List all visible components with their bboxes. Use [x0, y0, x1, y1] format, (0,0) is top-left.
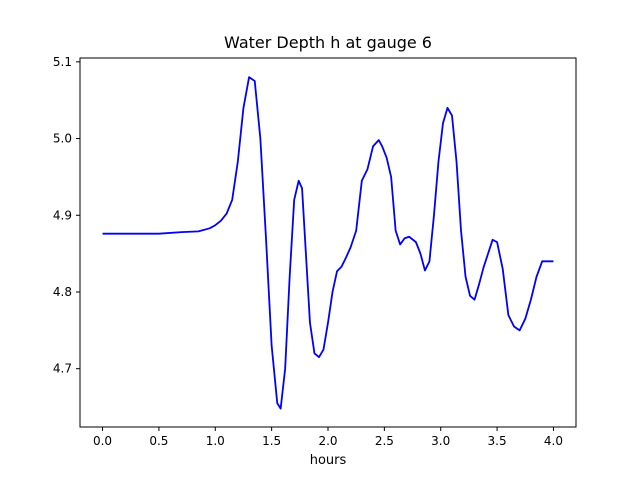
x-tick-label: 2.0 [318, 434, 337, 448]
plot-frame [79, 57, 577, 428]
x-axis-label: hours [309, 453, 347, 468]
x-tick-label: 2.5 [375, 434, 394, 448]
y-tick-label: 4.7 [53, 362, 72, 376]
x-tick-label: 0.5 [149, 434, 168, 448]
series-line-0 [102, 76, 554, 410]
y-tick-label: 5.1 [53, 55, 72, 69]
x-tick-label: 3.5 [488, 434, 507, 448]
x-tick-label: 0.0 [93, 434, 112, 448]
y-tick-label: 4.8 [53, 285, 72, 299]
x-tick-label: 1.0 [206, 434, 225, 448]
y-tick-label: 4.9 [53, 208, 72, 222]
chart-title: Water Depth h at gauge 6 [224, 33, 432, 52]
x-tick-label: 3.0 [431, 434, 450, 448]
x-tick-label: 4.0 [544, 434, 563, 448]
x-tick-label: 1.5 [262, 434, 281, 448]
y-tick-label: 5.0 [53, 132, 72, 146]
